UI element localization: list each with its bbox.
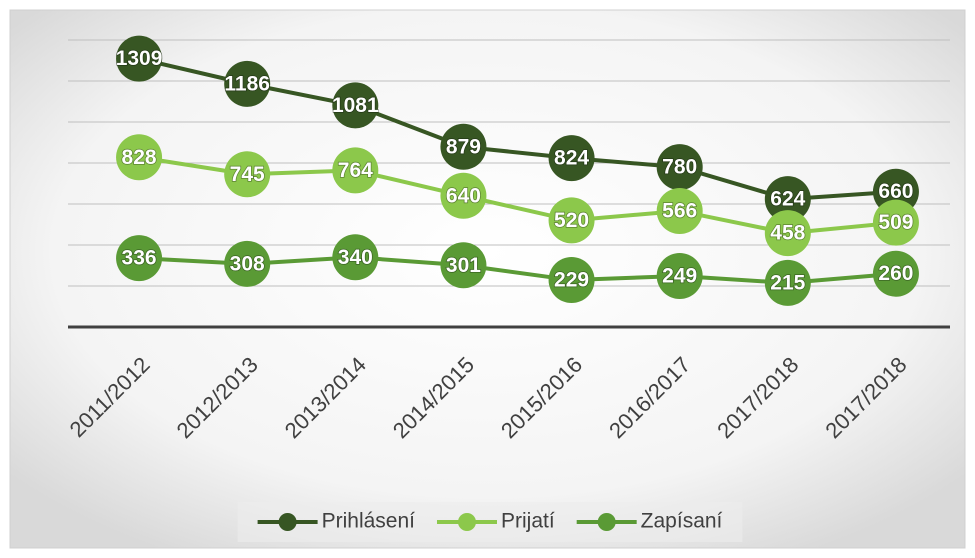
point [872,199,919,246]
point [440,123,487,170]
data-label: 509 [878,211,913,234]
data-label: 249 [662,265,697,288]
point [116,35,163,82]
data-label: 764 [338,159,373,182]
legend-marker [457,513,476,531]
legend-marker [597,513,616,531]
data-label: 824 [554,147,589,170]
point [332,147,379,194]
point [548,257,595,304]
data-label: 260 [878,262,913,285]
point [764,176,811,223]
data-label: 340 [338,246,373,269]
point [440,242,487,289]
data-label: 879 [446,135,481,158]
data-label: 566 [662,200,697,223]
data-label: 215 [770,271,805,294]
data-label: 640 [446,184,481,207]
point [764,210,811,257]
legend-marker [278,513,297,531]
data-label: 336 [122,247,157,270]
point [116,134,163,181]
data-label: 520 [554,209,589,232]
data-label: 458 [770,222,805,245]
point [656,252,703,299]
point [548,135,595,182]
data-label: 1186 [224,72,270,95]
data-label: 308 [230,252,265,275]
data-label: 745 [230,163,265,186]
data-label: 828 [122,146,157,169]
legend-label: Prihlásení [322,510,416,533]
data-label: 301 [446,254,481,277]
point [332,82,379,129]
data-label: 1081 [332,94,379,117]
data-label: 780 [662,156,697,179]
data-label: 1309 [116,47,163,70]
point [872,250,919,297]
legend-label: Zapísaní [641,510,723,533]
data-label: 624 [770,188,805,211]
point [224,60,271,107]
data-label: 660 [878,180,913,203]
legend-label: Prijatí [501,510,555,533]
data-label: 229 [554,269,589,292]
point [440,172,487,219]
point [764,259,811,306]
legend: Prihlásení Prijatí Zapísaní [257,510,723,533]
point [224,151,271,198]
point [224,240,271,287]
point [332,234,379,281]
point [656,187,703,234]
point [116,235,163,282]
point [656,144,703,191]
point [548,197,595,244]
